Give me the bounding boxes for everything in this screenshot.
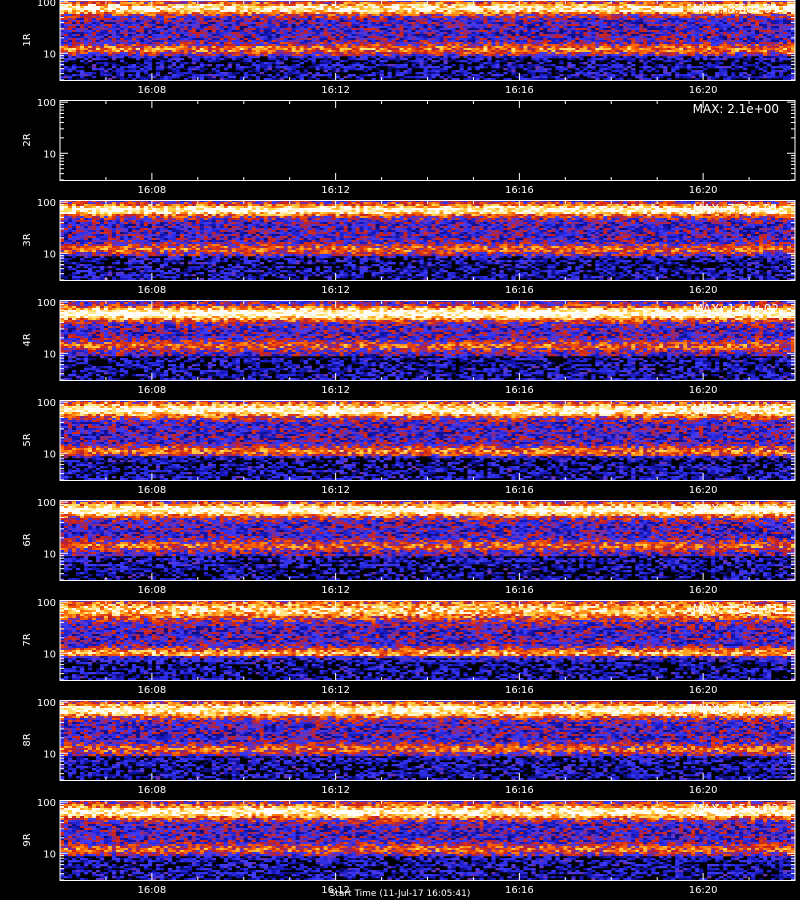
x-tick-label: 16:08 xyxy=(137,285,166,296)
x-tick-label: 16:08 xyxy=(137,85,166,96)
heatmap-6R xyxy=(60,500,795,580)
panel-label: 1R xyxy=(22,33,33,46)
y-tick-label: 10 xyxy=(43,549,56,560)
heatmap-7R xyxy=(60,600,795,680)
y-tick-label: 100 xyxy=(37,298,56,309)
x-tick-label: 16:20 xyxy=(689,685,718,696)
max-label: MAX: 1.3e+02 xyxy=(693,502,779,516)
panel-8R: 100 10 16:08 16:12 16:16 16:20 8R MAX: 1.1e+02 xyxy=(22,698,795,796)
heatmap-5R xyxy=(60,400,795,480)
x-tick-label: 16:08 xyxy=(137,485,166,496)
heatmap-1R xyxy=(60,0,795,80)
x-tick-label: 16:16 xyxy=(505,485,534,496)
x-tick-label: 16:16 xyxy=(505,785,534,796)
max-label: MAX: 1.1e+02 xyxy=(693,702,779,716)
x-axis-title: Start Time (11-Jul-17 16:05:41) xyxy=(0,888,800,900)
x-tick-label: 16:16 xyxy=(505,685,534,696)
max-label: MAX: 8.6e+01 xyxy=(693,2,779,16)
y-tick-label: 10 xyxy=(43,49,56,60)
max-label: MAX: 1.2e+01 xyxy=(693,602,779,616)
panel-3R: 100 10 16:08 16:12 16:16 16:20 3R MAX: 7.8e+01 xyxy=(22,198,795,296)
y-tick-label: 10 xyxy=(43,449,56,460)
x-tick-label: 16:16 xyxy=(505,585,534,596)
panel-label: 5R xyxy=(22,433,33,446)
y-tick-label: 100 xyxy=(37,498,56,509)
max-label: MAX: 1.4e+02 xyxy=(693,302,779,316)
y-tick-label: 10 xyxy=(43,149,56,160)
x-tick-label: 16:20 xyxy=(689,785,718,796)
y-tick-label: 100 xyxy=(37,98,56,109)
x-tick-label: 16:08 xyxy=(137,685,166,696)
panel-label: 6R xyxy=(22,533,33,546)
x-tick-label: 16:20 xyxy=(689,485,718,496)
max-label: MAX: 7.4e+01 xyxy=(693,402,779,416)
x-tick-label: 16:12 xyxy=(321,285,350,296)
y-tick-label: 10 xyxy=(43,749,56,760)
max-label: MAX: 2.1e+00 xyxy=(693,102,779,116)
x-tick-label: 16:12 xyxy=(321,385,350,396)
x-tick-label: 16:20 xyxy=(689,85,718,96)
x-tick-label: 16:20 xyxy=(689,585,718,596)
panel-label: 4R xyxy=(22,333,33,346)
x-tick-label: 16:08 xyxy=(137,185,166,196)
x-tick-label: 16:20 xyxy=(689,285,718,296)
x-tick-label: 16:20 xyxy=(689,185,718,196)
y-tick-label: 100 xyxy=(37,398,56,409)
x-tick-label: 16:12 xyxy=(321,485,350,496)
heatmap-8R xyxy=(60,700,795,780)
x-tick-label: 16:16 xyxy=(505,185,534,196)
y-tick-label: 100 xyxy=(37,0,56,9)
x-tick-label: 16:12 xyxy=(321,785,350,796)
panel-2R: 100 10 16:08 16:12 16:16 16:20 2R MAX: 2.1e+00 xyxy=(22,98,795,196)
panel-label: 2R xyxy=(22,133,33,146)
x-tick-label: 16:16 xyxy=(505,85,534,96)
y-tick-label: 100 xyxy=(37,598,56,609)
x-tick-label: 16:08 xyxy=(137,785,166,796)
x-tick-label: 16:16 xyxy=(505,285,534,296)
panel-1R: 100 10 16:08 16:12 16:16 16:20 1R MAX: 8.6e+01 xyxy=(22,0,795,96)
x-tick-label: 16:08 xyxy=(137,585,166,596)
x-tick-label: 16:20 xyxy=(689,385,718,396)
x-tick-label: 16:08 xyxy=(137,385,166,396)
panel-4R: 100 10 16:08 16:12 16:16 16:20 4R MAX: 1.4e+02 xyxy=(22,298,795,396)
y-tick-label: 10 xyxy=(43,349,56,360)
max-label: MAX: 7.8e+01 xyxy=(693,202,779,216)
heatmap-4R xyxy=(60,300,795,380)
panel-label: 3R xyxy=(22,233,33,246)
y-tick-label: 10 xyxy=(43,249,56,260)
y-tick-label: 100 xyxy=(37,198,56,209)
y-tick-label: 100 xyxy=(37,798,56,809)
heatmap-3R xyxy=(60,200,795,280)
panel-5R: 100 10 16:08 16:12 16:16 16:20 5R MAX: 7.4e+01 xyxy=(22,398,795,496)
x-tick-label: 16:16 xyxy=(505,385,534,396)
y-tick-label: 10 xyxy=(43,649,56,660)
x-tick-label: 16:12 xyxy=(321,85,350,96)
panel-6R: 100 10 16:08 16:12 16:16 16:20 6R MAX: 1.3e+02 xyxy=(22,498,795,596)
plot-frame xyxy=(60,101,795,181)
x-tick-label: 16:12 xyxy=(321,585,350,596)
panel-label: 7R xyxy=(22,633,33,646)
y-tick-label: 10 xyxy=(43,849,56,860)
x-tick-label: 16:12 xyxy=(321,185,350,196)
panel-label: 8R xyxy=(22,733,33,746)
max-label: MAX: 1.5e+02 xyxy=(693,802,779,816)
y-tick-label: 100 xyxy=(37,698,56,709)
panel-7R: 100 10 16:08 16:12 16:16 16:20 7R MAX: 1.2e+01 xyxy=(22,598,795,696)
panel-label: 9R xyxy=(22,833,33,846)
heatmap-9R xyxy=(60,800,795,880)
x-tick-label: 16:12 xyxy=(321,685,350,696)
